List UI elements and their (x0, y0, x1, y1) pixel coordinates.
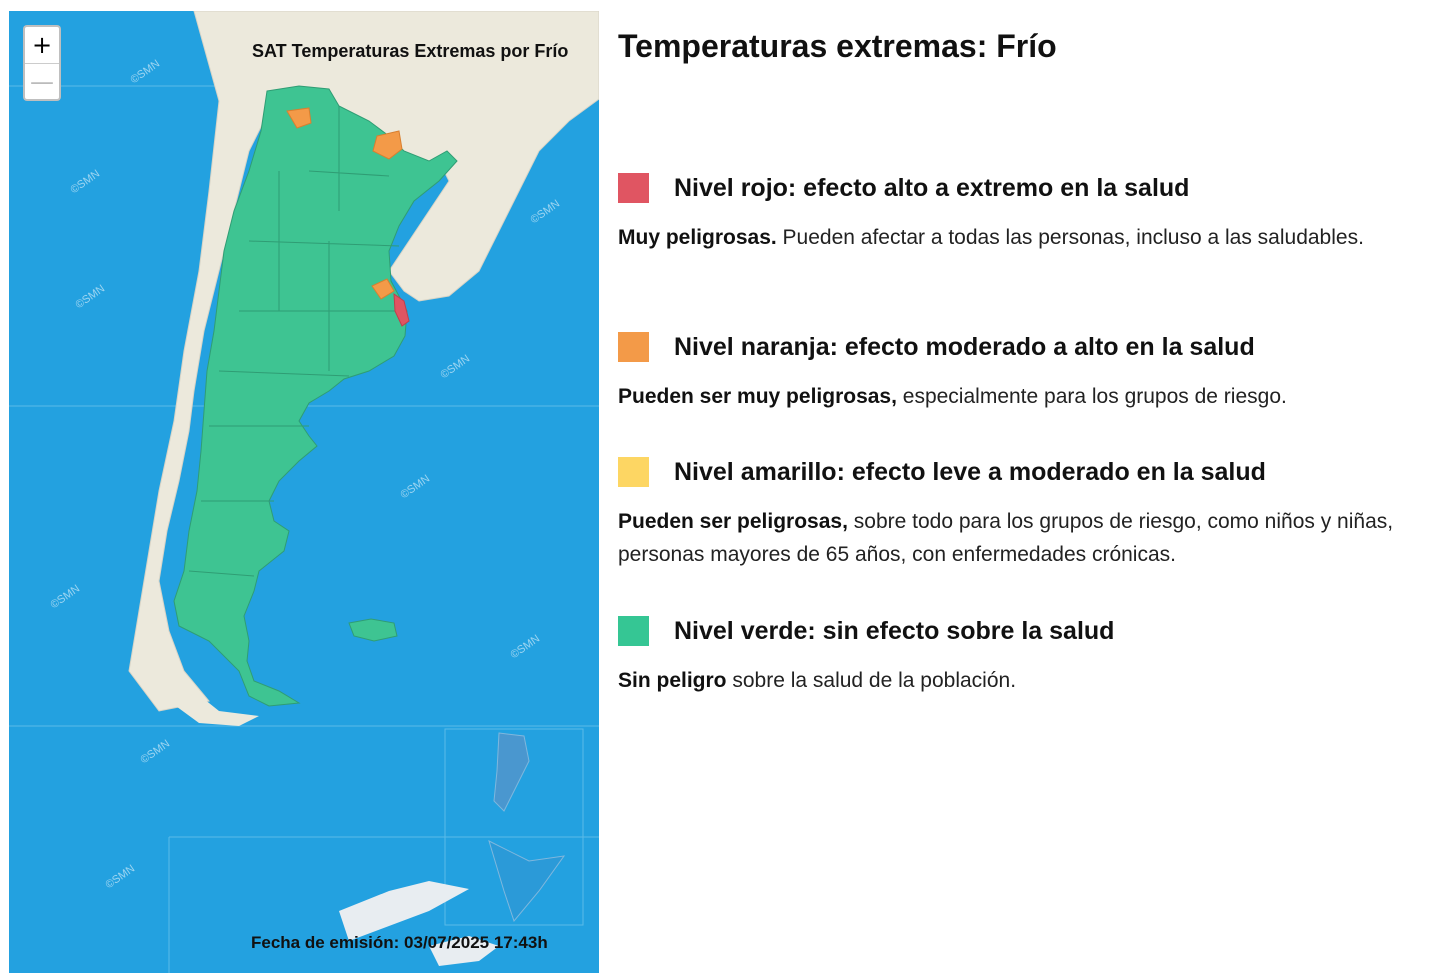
level-text: sobre todo para los grupos de riesgo, co… (618, 510, 1394, 566)
level-bold-text: Pueden ser peligrosas, (618, 510, 848, 533)
level-text: especialmente para los grupos de riesgo. (896, 385, 1287, 408)
alert-map[interactable]: + — SAT Temperaturas Extremas por Frío F… (9, 11, 599, 973)
emission-date: Fecha de emisión: 03/07/2025 17:43h (251, 933, 548, 952)
inset-antarctica (488, 840, 566, 923)
level-title: Nivel verde: sin efecto sobre la salud (674, 617, 1115, 645)
inset-argentina (493, 732, 530, 812)
argentina-verde-region (173, 85, 458, 707)
level-description: Muy peligrosas. Pueden afectar a todas l… (618, 221, 1418, 254)
zoom-control: + — (23, 25, 61, 101)
level-bold-text: Muy peligrosas. (618, 226, 777, 249)
legend-heading: Temperaturas extremas: Frío (618, 28, 1057, 64)
rojo-area-coast (393, 292, 410, 327)
level-description: Pueden ser muy peligrosas, especialmente… (618, 380, 1418, 413)
rojo-swatch (618, 173, 649, 203)
level-bold-text: Pueden ser muy peligrosas, (618, 385, 897, 408)
zoom-out-button[interactable]: — (30, 68, 54, 96)
amarillo-swatch (618, 457, 649, 487)
level-description: Pueden ser peligrosas, sobre todo para l… (618, 505, 1418, 571)
level-text: Pueden afectar a todas las personas, inc… (776, 226, 1364, 249)
level-text: sobre la salud de la población. (726, 669, 1017, 692)
naranja-swatch (618, 332, 649, 362)
map-canvas[interactable] (9, 11, 599, 973)
islas-malvinas (348, 618, 398, 642)
level-description: Sin peligro sobre la salud de la poblaci… (618, 664, 1418, 697)
level-title: Nivel amarillo: efecto leve a moderado e… (674, 458, 1266, 486)
naranja-area-northeast (372, 130, 403, 160)
zoom-in-button[interactable]: + (25, 27, 59, 64)
level-title: Nivel rojo: efecto alto a extremo en la … (674, 174, 1190, 202)
level-bold-text: Sin peligro (618, 669, 727, 692)
naranja-area-north (286, 107, 312, 129)
naranja-area-buenos-aires (371, 278, 395, 300)
verde-swatch (618, 616, 649, 646)
map-title: SAT Temperaturas Extremas por Frío (252, 41, 569, 61)
level-title: Nivel naranja: efecto moderado a alto en… (674, 333, 1255, 361)
